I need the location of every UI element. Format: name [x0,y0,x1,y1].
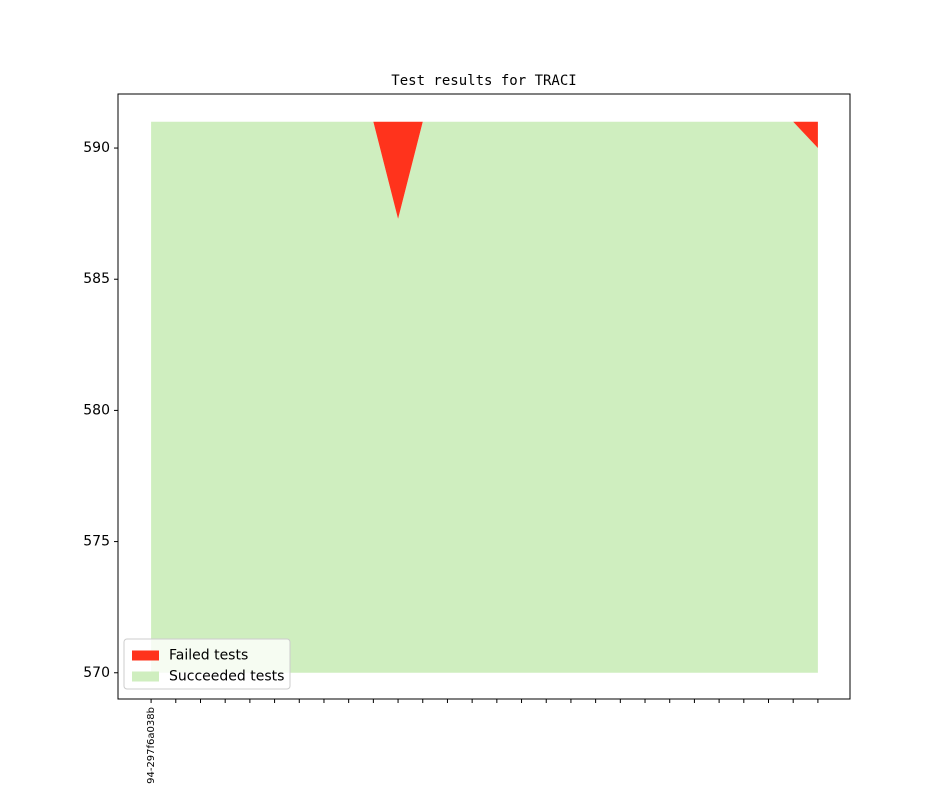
y-tick-label: 575 [83,534,110,550]
y-tick-label: 570 [83,665,110,681]
y-tick-label: 585 [83,271,110,287]
legend-label: Failed tests [169,648,248,664]
legend [123,638,291,690]
y-tick-label: 580 [83,402,110,418]
y-tick-label: 590 [83,140,110,156]
legend-swatch [132,671,159,682]
plot-frame [117,93,851,700]
chart-title: Test results for TRACI [391,73,576,89]
area [151,121,818,673]
legend-label: Succeeded tests [169,669,284,685]
x-tick-label: 94-297f6a038b [146,707,157,784]
legend-swatch [132,650,159,661]
